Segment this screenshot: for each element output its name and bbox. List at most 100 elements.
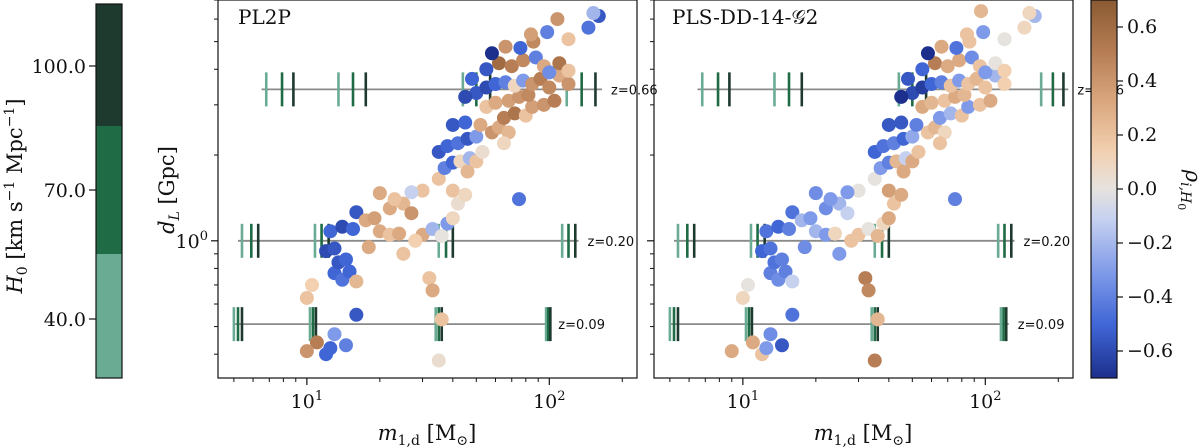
h0-colorbar-frame [95, 3, 123, 379]
scatter-point [445, 211, 460, 226]
scatter-point [458, 115, 473, 130]
scatter-point [978, 80, 993, 95]
scatter-point [396, 246, 411, 261]
scatter-point [392, 226, 407, 241]
redshift-label: z=0.09 [558, 318, 605, 333]
panel-left-ticks: 101 102 100 [176, 0, 623, 413]
scatter-point [867, 171, 882, 186]
h0-tick-100: 100.0 [32, 56, 86, 78]
scatter-point [911, 144, 926, 159]
scatter-point [415, 183, 430, 198]
scatter-point [870, 312, 885, 327]
scatter-point [1017, 20, 1032, 35]
panel-right-frame [653, 0, 1074, 379]
scatter-point [512, 192, 527, 207]
scatter-point [458, 89, 473, 104]
scatter-point [367, 211, 382, 226]
rho-colorbar: 0.6 0.4 0.2 0.0 −0.2 −0.4 −0.6 ρi,H0 [1090, 0, 1200, 379]
scatter-point [840, 185, 855, 200]
y-tick-label: 100 [176, 229, 208, 253]
panel-right-xlabel: m1,d [M⊙] [814, 421, 913, 448]
scatter-point [952, 53, 967, 68]
scatter-point [513, 40, 528, 55]
panel-left-ylabel: dL [Gpc] [155, 146, 183, 234]
scatter-point [943, 106, 958, 121]
scatter-point [851, 183, 866, 198]
scatter-point [881, 117, 896, 132]
scatter-point [440, 139, 455, 154]
scatter-point [774, 252, 789, 267]
h0-bin-100 [96, 4, 122, 126]
scatter-point [957, 87, 972, 102]
scatter-point [469, 129, 484, 144]
x-tick-label: 101 [727, 389, 759, 413]
rho-axis-title: ρi,H0 [1175, 169, 1200, 211]
scatter-point [961, 99, 976, 114]
scatter-point [735, 290, 750, 305]
scatter-point [909, 117, 924, 132]
scatter-point [832, 246, 847, 261]
scatter-point [759, 224, 774, 239]
scatter-point [896, 164, 911, 179]
scatter-point [425, 283, 440, 298]
scatter-point [338, 252, 353, 267]
scatter-point [932, 136, 947, 151]
redshift-label: z=0.20 [588, 235, 635, 250]
scatter-point [304, 277, 319, 292]
scatter-point [431, 353, 446, 368]
scatter-point [349, 274, 364, 289]
scatter-point [997, 77, 1012, 92]
scatter-point [823, 192, 838, 207]
scatter-point [349, 307, 364, 322]
scatter-point [431, 171, 446, 186]
rho-tick-label: 0.2 [1127, 124, 1157, 146]
scatter-point [581, 20, 596, 35]
panel-left: z=0.66 z=0.20 z=0.09 101 102 100 PL2P m1,d [… [155, 0, 658, 448]
scatter-point [927, 56, 942, 71]
scatter-point [901, 71, 916, 86]
scatter-point [323, 341, 338, 356]
scatter-point [920, 46, 935, 61]
scatter-point [335, 219, 350, 234]
rho-colorbar-ticks: 0.6 0.4 0.2 0.0 −0.2 −0.4 −0.6 [1117, 16, 1173, 362]
scatter-point [542, 80, 557, 95]
scatter-point [473, 117, 488, 132]
scatter-point [445, 183, 460, 198]
scatter-point [844, 233, 859, 248]
scatter-point [504, 59, 519, 74]
scatter-point [983, 93, 998, 108]
scatter-point [840, 206, 855, 221]
scatter-point [361, 240, 376, 255]
scatter-point [881, 183, 896, 198]
redshift-label: z=0.09 [1018, 318, 1065, 333]
scatter-point [465, 71, 480, 86]
scatter-point [346, 222, 361, 237]
scatter-point [547, 93, 562, 108]
scatter-point [349, 205, 364, 220]
panel-left-frame [217, 0, 638, 379]
scatter-point [323, 224, 338, 239]
scatter-point [959, 27, 974, 42]
scatter-point [542, 65, 557, 80]
scatter-point [299, 290, 314, 305]
rho-tick-label: 0.4 [1127, 70, 1157, 92]
panel-left-title: PL2P [238, 5, 291, 29]
panel-left-redshift-lines: z=0.66 z=0.20 z=0.09 [232, 72, 658, 342]
scatter-point [949, 40, 964, 55]
scatter-point [997, 32, 1012, 47]
scatter-point [759, 341, 774, 356]
scatter-point [327, 327, 342, 342]
panel-right-title: PLS-DD-14-𝒢2 [672, 5, 818, 29]
scatter-point [540, 25, 555, 40]
scatter-point [771, 219, 786, 234]
scatter-point [458, 187, 473, 202]
scatter-point [561, 63, 576, 78]
scatter-point [763, 241, 778, 256]
scatter-point [876, 139, 891, 154]
scatter-point [491, 56, 506, 71]
panel-right-points [724, 4, 1042, 368]
scatter-point [523, 27, 538, 42]
scatter-point [894, 115, 909, 130]
